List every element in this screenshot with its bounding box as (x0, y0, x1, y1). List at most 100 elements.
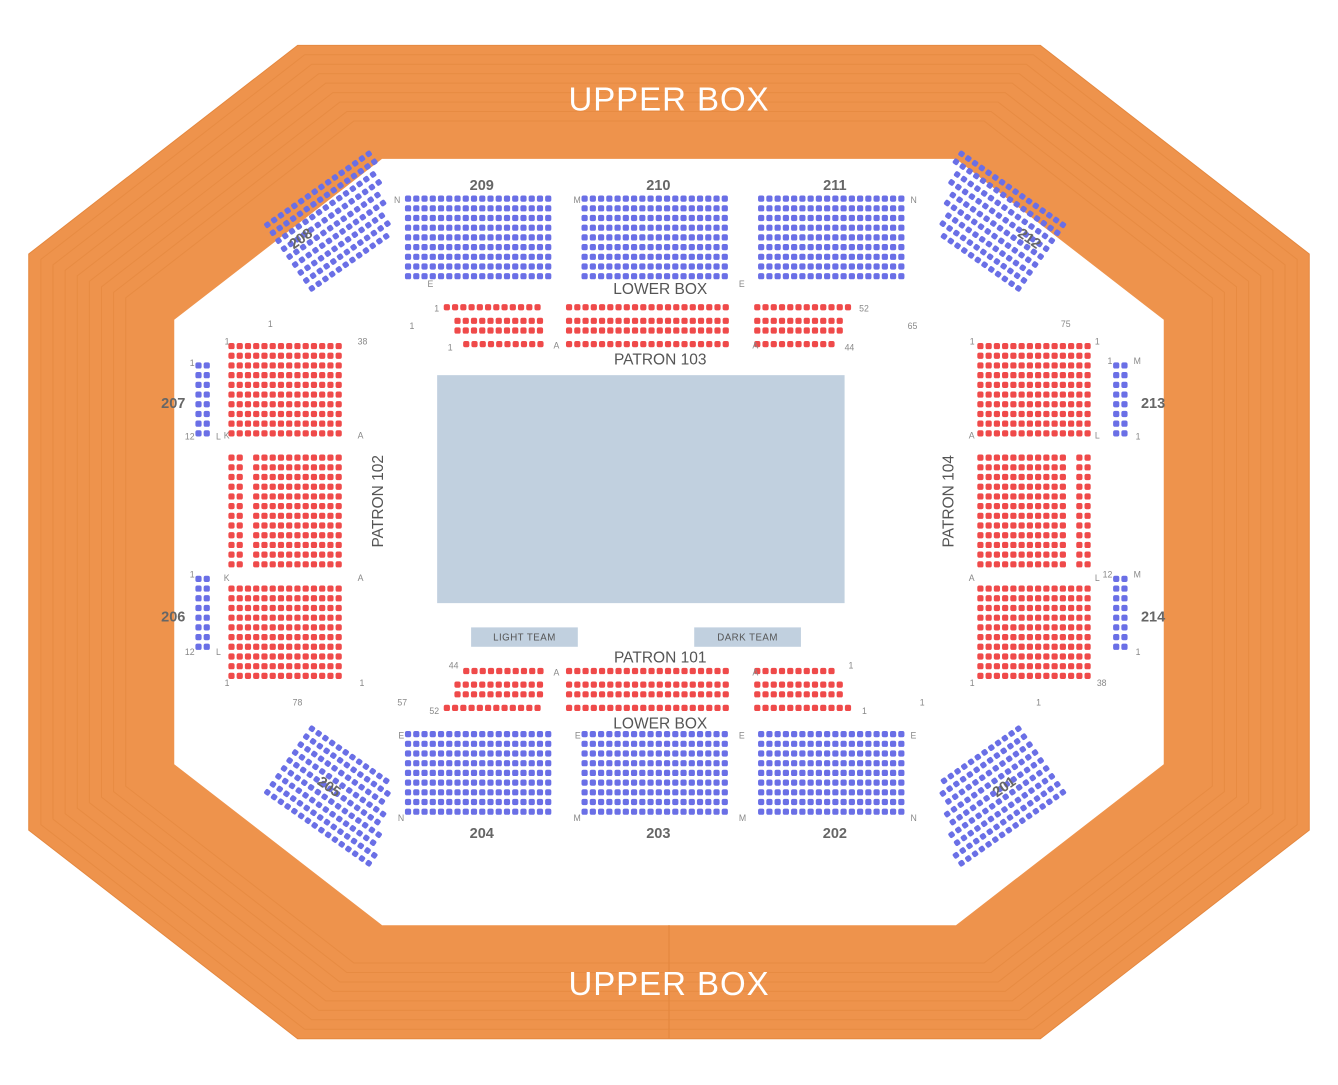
seat[interactable] (1060, 353, 1066, 359)
seat[interactable] (237, 552, 243, 558)
seat[interactable] (311, 391, 317, 397)
seat[interactable] (430, 789, 436, 795)
seat[interactable] (529, 760, 535, 766)
seat[interactable] (1043, 663, 1049, 669)
seat[interactable] (828, 304, 834, 310)
seat[interactable] (1027, 532, 1033, 538)
seat[interactable] (656, 779, 662, 785)
seat[interactable] (656, 273, 662, 279)
seat[interactable] (689, 244, 695, 250)
seat[interactable] (405, 254, 411, 260)
seat[interactable] (890, 263, 896, 269)
seat[interactable] (820, 682, 826, 688)
seat[interactable] (723, 341, 729, 347)
seat[interactable] (614, 205, 620, 211)
seat[interactable] (1084, 343, 1090, 349)
seat[interactable] (303, 353, 309, 359)
seat[interactable] (444, 705, 450, 711)
seat[interactable] (1043, 455, 1049, 461)
seat[interactable] (261, 561, 267, 567)
seat[interactable] (487, 254, 493, 260)
seat[interactable] (228, 624, 234, 630)
seat[interactable] (631, 215, 637, 221)
seat[interactable] (640, 341, 646, 347)
seat[interactable] (865, 799, 871, 805)
seat[interactable] (545, 215, 551, 221)
seat[interactable] (816, 750, 822, 756)
seat[interactable] (590, 789, 596, 795)
seat[interactable] (722, 225, 728, 231)
seat[interactable] (303, 624, 309, 630)
seat[interactable] (286, 634, 292, 640)
seat[interactable] (471, 789, 477, 795)
seat[interactable] (994, 663, 1000, 669)
seat[interactable] (986, 372, 992, 378)
seat[interactable] (504, 341, 510, 347)
seat[interactable] (832, 244, 838, 250)
seat[interactable] (714, 318, 720, 324)
seat[interactable] (832, 254, 838, 260)
seat[interactable] (520, 809, 526, 815)
seat[interactable] (1002, 464, 1008, 470)
seat[interactable] (311, 513, 317, 519)
seat[interactable] (1043, 411, 1049, 417)
seat[interactable] (245, 343, 251, 349)
seat[interactable] (270, 353, 276, 359)
seat[interactable] (672, 809, 678, 815)
seat[interactable] (787, 341, 793, 347)
seat[interactable] (1035, 464, 1041, 470)
seat[interactable] (496, 668, 502, 674)
seat[interactable] (812, 691, 818, 697)
seat[interactable] (1035, 552, 1041, 558)
seat[interactable] (245, 615, 251, 621)
seat[interactable] (639, 779, 645, 785)
seat[interactable] (270, 484, 276, 490)
seat[interactable] (286, 552, 292, 558)
seat[interactable] (413, 195, 419, 201)
seat[interactable] (1068, 634, 1074, 640)
seat[interactable] (1043, 532, 1049, 538)
seat[interactable] (664, 779, 670, 785)
seat[interactable] (986, 401, 992, 407)
seat[interactable] (1076, 595, 1082, 601)
seat[interactable] (463, 750, 469, 756)
seat[interactable] (471, 760, 477, 766)
seat[interactable] (690, 682, 696, 688)
seat[interactable] (599, 691, 605, 697)
seat[interactable] (319, 382, 325, 388)
seat[interactable] (286, 474, 292, 480)
seat[interactable] (253, 634, 259, 640)
seat[interactable] (808, 741, 814, 747)
seat[interactable] (520, 682, 526, 688)
seat[interactable] (471, 682, 477, 688)
seat[interactable] (857, 195, 863, 201)
seat[interactable] (977, 644, 983, 650)
seat[interactable] (624, 341, 630, 347)
seat[interactable] (1052, 663, 1058, 669)
seat[interactable] (632, 327, 638, 333)
seat[interactable] (520, 691, 526, 697)
seat[interactable] (672, 799, 678, 805)
seat[interactable] (977, 585, 983, 591)
seat[interactable] (1035, 595, 1041, 601)
seat[interactable] (986, 353, 992, 359)
seat[interactable] (520, 205, 526, 211)
seat[interactable] (828, 318, 834, 324)
seat[interactable] (253, 353, 259, 359)
seat[interactable] (606, 225, 612, 231)
seat[interactable] (890, 779, 896, 785)
seat[interactable] (278, 624, 284, 630)
seat[interactable] (1068, 644, 1074, 650)
seat[interactable] (1113, 644, 1119, 650)
seat[interactable] (808, 799, 814, 805)
seat[interactable] (1002, 382, 1008, 388)
seat[interactable] (795, 341, 801, 347)
seat[interactable] (1068, 411, 1074, 417)
seat[interactable] (722, 741, 728, 747)
seat[interactable] (294, 605, 300, 611)
seat[interactable] (1076, 522, 1082, 528)
seat[interactable] (791, 741, 797, 747)
seat[interactable] (804, 327, 810, 333)
seat[interactable] (1035, 372, 1041, 378)
seat[interactable] (673, 682, 679, 688)
